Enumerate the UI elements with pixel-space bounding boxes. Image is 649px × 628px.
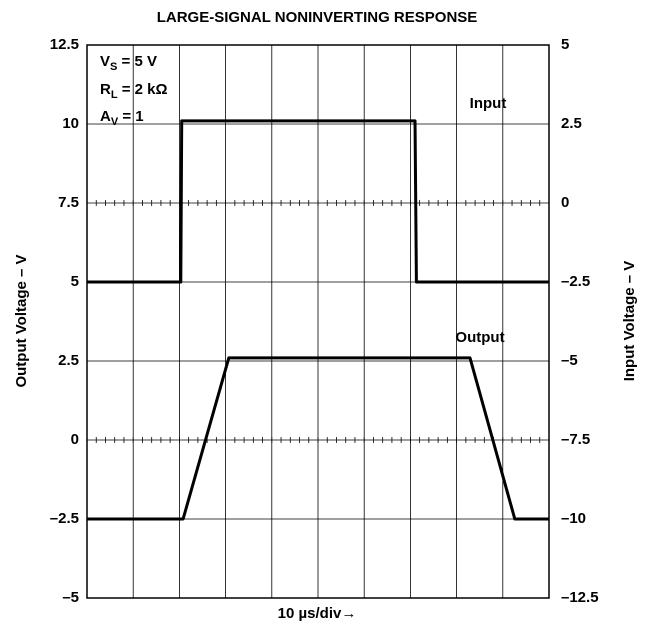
y-tick-label: –5: [62, 589, 79, 606]
y2-tick-label: –10: [561, 510, 586, 527]
y-tick-label: 0: [71, 431, 79, 448]
y2-tick-label: –2.5: [561, 273, 590, 290]
y-tick-label: –2.5: [50, 510, 79, 527]
annotation-sub: S: [110, 61, 117, 73]
annotation-sub: V: [111, 116, 119, 128]
y-tick-label: 10: [62, 115, 79, 132]
series-label: Input: [470, 95, 507, 112]
y-tick-label: 7.5: [58, 194, 79, 211]
y-tick-label: 2.5: [58, 352, 79, 369]
y2-tick-label: 5: [561, 36, 569, 53]
y2-axis-label: Input Voltage – V: [621, 261, 638, 382]
y2-tick-label: 2.5: [561, 115, 582, 132]
y2-tick-label: –7.5: [561, 431, 590, 448]
series-label: Output: [455, 329, 504, 346]
y2-tick-label: 0: [561, 194, 569, 211]
y2-tick-label: –5: [561, 352, 578, 369]
y-tick-label: 5: [71, 273, 79, 290]
annotation-tail: = 5 V: [117, 53, 157, 70]
annotation-tail: = 1: [118, 108, 143, 125]
series-line: [87, 119, 549, 284]
chart-title: LARGE-SIGNAL NONINVERTING RESPONSE: [157, 9, 478, 26]
annotation: VS = 5 V: [100, 53, 157, 73]
annotation-main: A: [100, 108, 111, 125]
annotation-sub: L: [111, 89, 118, 101]
annotation: AV = 1: [100, 108, 144, 128]
annotation: RL = 2 kΩ: [100, 81, 168, 101]
y-axis-label: Output Voltage – V: [13, 254, 30, 387]
series-line: [87, 356, 549, 521]
y-tick-label: 12.5: [50, 36, 79, 53]
annotation-tail: = 2 kΩ: [118, 81, 168, 98]
y2-tick-label: –12.5: [561, 589, 599, 606]
x-axis-label: 10 µs/div→: [278, 605, 357, 622]
annotation-main: V: [100, 53, 110, 70]
annotation-main: R: [100, 81, 111, 98]
